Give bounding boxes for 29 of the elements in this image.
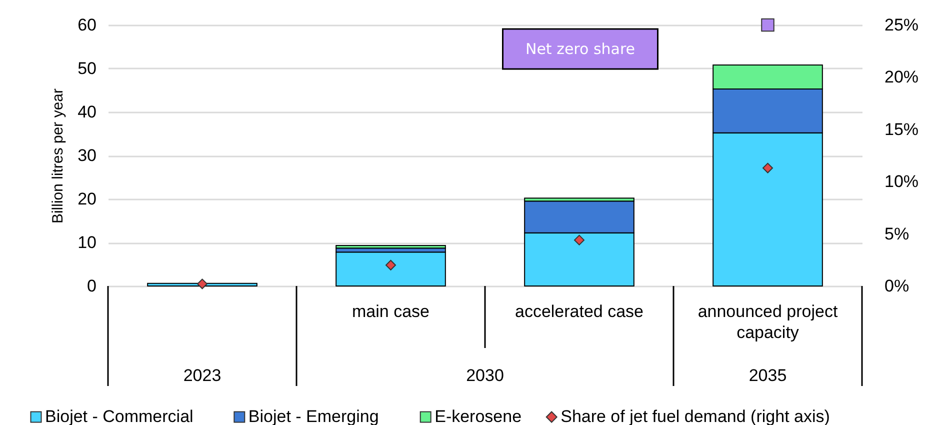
y2-tick-label: 5%: [884, 224, 910, 244]
point: [762, 162, 773, 174]
legend-label: E-kerosene: [434, 407, 522, 425]
y-tick-label: 10: [78, 233, 96, 252]
text: Net zero share: [525, 40, 636, 58]
text: 2023: [183, 366, 222, 385]
x-tick-label: main case: [352, 302, 430, 321]
y-tick-label: 20: [78, 190, 96, 208]
y-tick-label: 60: [78, 16, 96, 34]
bar: [336, 252, 446, 286]
point: [197, 278, 208, 290]
x-tick-label: accelerated case: [514, 302, 644, 321]
point: [386, 260, 396, 270]
y2-tick-label: 25%: [884, 16, 919, 34]
bar: [336, 245, 446, 249]
y-axis-title: Billion litres per year: [50, 88, 67, 224]
y-tick-label: 40: [78, 102, 96, 122]
y2-tick-label: 15%: [884, 120, 919, 139]
y-tick-label: 50: [78, 59, 96, 78]
y2-tick-label: 20%: [884, 68, 919, 87]
text: 2030: [466, 366, 504, 385]
point: [761, 18, 774, 32]
x-tick-label: announced project capacity: [698, 302, 838, 342]
point: [574, 234, 584, 246]
text: 2035: [748, 366, 787, 385]
y-tick-label: 30: [78, 146, 96, 165]
y-tick-label: 0: [87, 276, 96, 296]
y2-tick-label: 0%: [884, 276, 910, 296]
y2-tick-label: 10%: [884, 172, 919, 192]
